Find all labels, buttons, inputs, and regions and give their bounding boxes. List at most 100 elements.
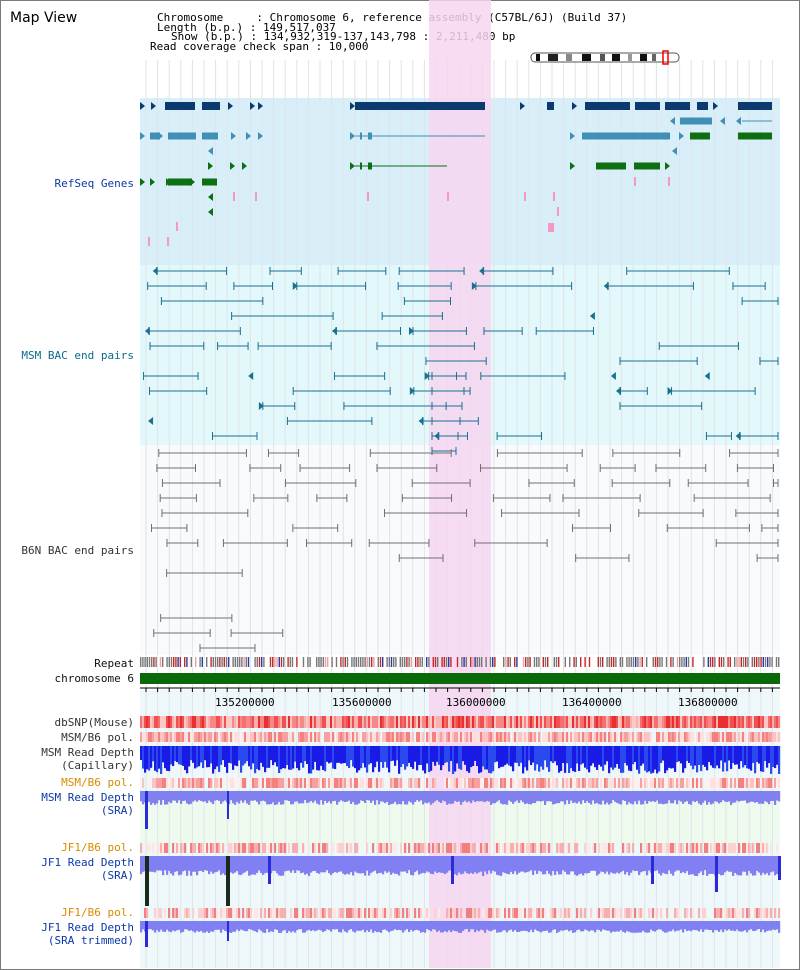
heatmap-cell	[294, 843, 297, 853]
depth-bar	[174, 856, 177, 872]
heatmap-cell	[464, 778, 467, 788]
depth-bar	[200, 791, 203, 801]
heatmap-cell	[680, 843, 683, 853]
heatmap-cell	[566, 908, 569, 918]
heatmap-cell	[454, 843, 457, 853]
heatmap-cell	[260, 716, 263, 728]
depth-bar	[600, 791, 603, 805]
heatmap-cell	[456, 778, 459, 788]
heatmap-cell	[444, 716, 447, 728]
heatmap-cell	[742, 778, 745, 788]
depth-bar	[168, 856, 171, 871]
heatmap-cell	[156, 732, 159, 742]
depth-bar	[544, 921, 547, 932]
heatmap-cell	[230, 843, 233, 853]
heatmap-cell	[716, 843, 719, 853]
heatmap-cell	[538, 778, 541, 788]
repeat-mark	[406, 657, 408, 667]
depth-bar	[730, 746, 733, 769]
depth-bar	[214, 791, 217, 801]
depth-bar	[654, 746, 657, 770]
heatmap-cell	[164, 908, 167, 918]
depth-bar	[770, 856, 773, 873]
repeat-mark	[346, 657, 349, 667]
depth-bar	[418, 921, 421, 931]
heatmap-cell	[366, 716, 369, 728]
heatmap-cell	[426, 908, 429, 918]
heatmap-cell	[616, 908, 619, 918]
heatmap-cell	[408, 843, 411, 853]
heatmap-cell	[744, 732, 747, 742]
depth-bar	[604, 856, 607, 874]
depth-bar	[292, 856, 295, 871]
repeat-mark	[509, 657, 511, 667]
repeat-mark	[657, 657, 659, 667]
depth-bar	[714, 921, 717, 930]
depth-bar	[594, 856, 597, 871]
depth-bar	[502, 791, 505, 805]
heatmap-cell	[656, 778, 659, 788]
heatmap-cell	[190, 843, 193, 853]
depth-bar	[262, 921, 265, 933]
repeat-mark	[140, 657, 142, 667]
heatmap-cell	[376, 716, 379, 728]
heatmap-cell	[236, 843, 239, 853]
track-label-refseq-genes[interactable]: RefSeq Genes	[54, 177, 134, 190]
heatmap-cell	[322, 843, 325, 853]
depth-bar	[336, 856, 339, 873]
depth-bar	[668, 921, 671, 932]
depth-spike	[651, 856, 654, 884]
track-label-b6n-bac[interactable]: B6N BAC end pairs	[21, 544, 134, 557]
heatmap-cell	[316, 908, 319, 918]
heatmap-cell	[682, 732, 685, 742]
heatmap-cell	[672, 778, 675, 788]
heatmap-cell	[288, 778, 291, 788]
depth-bar	[570, 921, 573, 931]
depth-bar	[510, 856, 513, 872]
depth-bar	[658, 921, 661, 930]
depth-bar	[550, 921, 553, 933]
heatmap-cell	[400, 732, 403, 742]
repeat-mark	[630, 657, 632, 667]
repeat-mark	[331, 657, 333, 667]
depth-bar	[284, 921, 287, 930]
heatmap-cell	[690, 732, 693, 742]
depth-bar	[368, 921, 371, 932]
heatmap-cell	[340, 908, 343, 918]
heatmap-cell	[300, 716, 303, 728]
heatmap-cell	[482, 778, 485, 788]
heatmap-cell	[468, 843, 471, 853]
depth-bar	[238, 921, 241, 932]
heatmap-cell	[770, 843, 773, 853]
heatmap-cell	[764, 908, 767, 918]
depth-bar	[230, 856, 233, 873]
heatmap-cell	[296, 843, 299, 853]
heatmap-cell	[606, 716, 609, 728]
depth-bar	[184, 791, 187, 801]
depth-bar	[184, 856, 187, 871]
heatmap-cell	[368, 716, 371, 728]
depth-bar	[244, 746, 247, 764]
heatmap-cell	[434, 908, 437, 918]
depth-bar	[676, 791, 679, 805]
heatmap-cell	[610, 732, 613, 742]
depth-bar	[340, 921, 343, 933]
depth-bar	[310, 791, 313, 802]
depth-bar	[474, 746, 477, 761]
heatmap-cell	[232, 843, 235, 853]
depth-bar	[636, 746, 639, 770]
heatmap-cell	[494, 778, 497, 788]
heatmap-cell	[282, 716, 285, 728]
heatmap-cell	[506, 843, 509, 853]
heatmap-cell	[578, 732, 581, 742]
track-label-msm-bac[interactable]: MSM BAC end pairs	[21, 349, 134, 362]
heatmap-cell	[766, 908, 769, 918]
repeat-mark	[679, 657, 681, 667]
depth-bar	[222, 746, 225, 761]
heatmap-cell	[634, 778, 637, 788]
repeat-mark	[564, 657, 566, 667]
depth-spike	[145, 856, 149, 906]
heatmap-cell	[140, 716, 143, 728]
heatmap-cell	[470, 716, 473, 728]
